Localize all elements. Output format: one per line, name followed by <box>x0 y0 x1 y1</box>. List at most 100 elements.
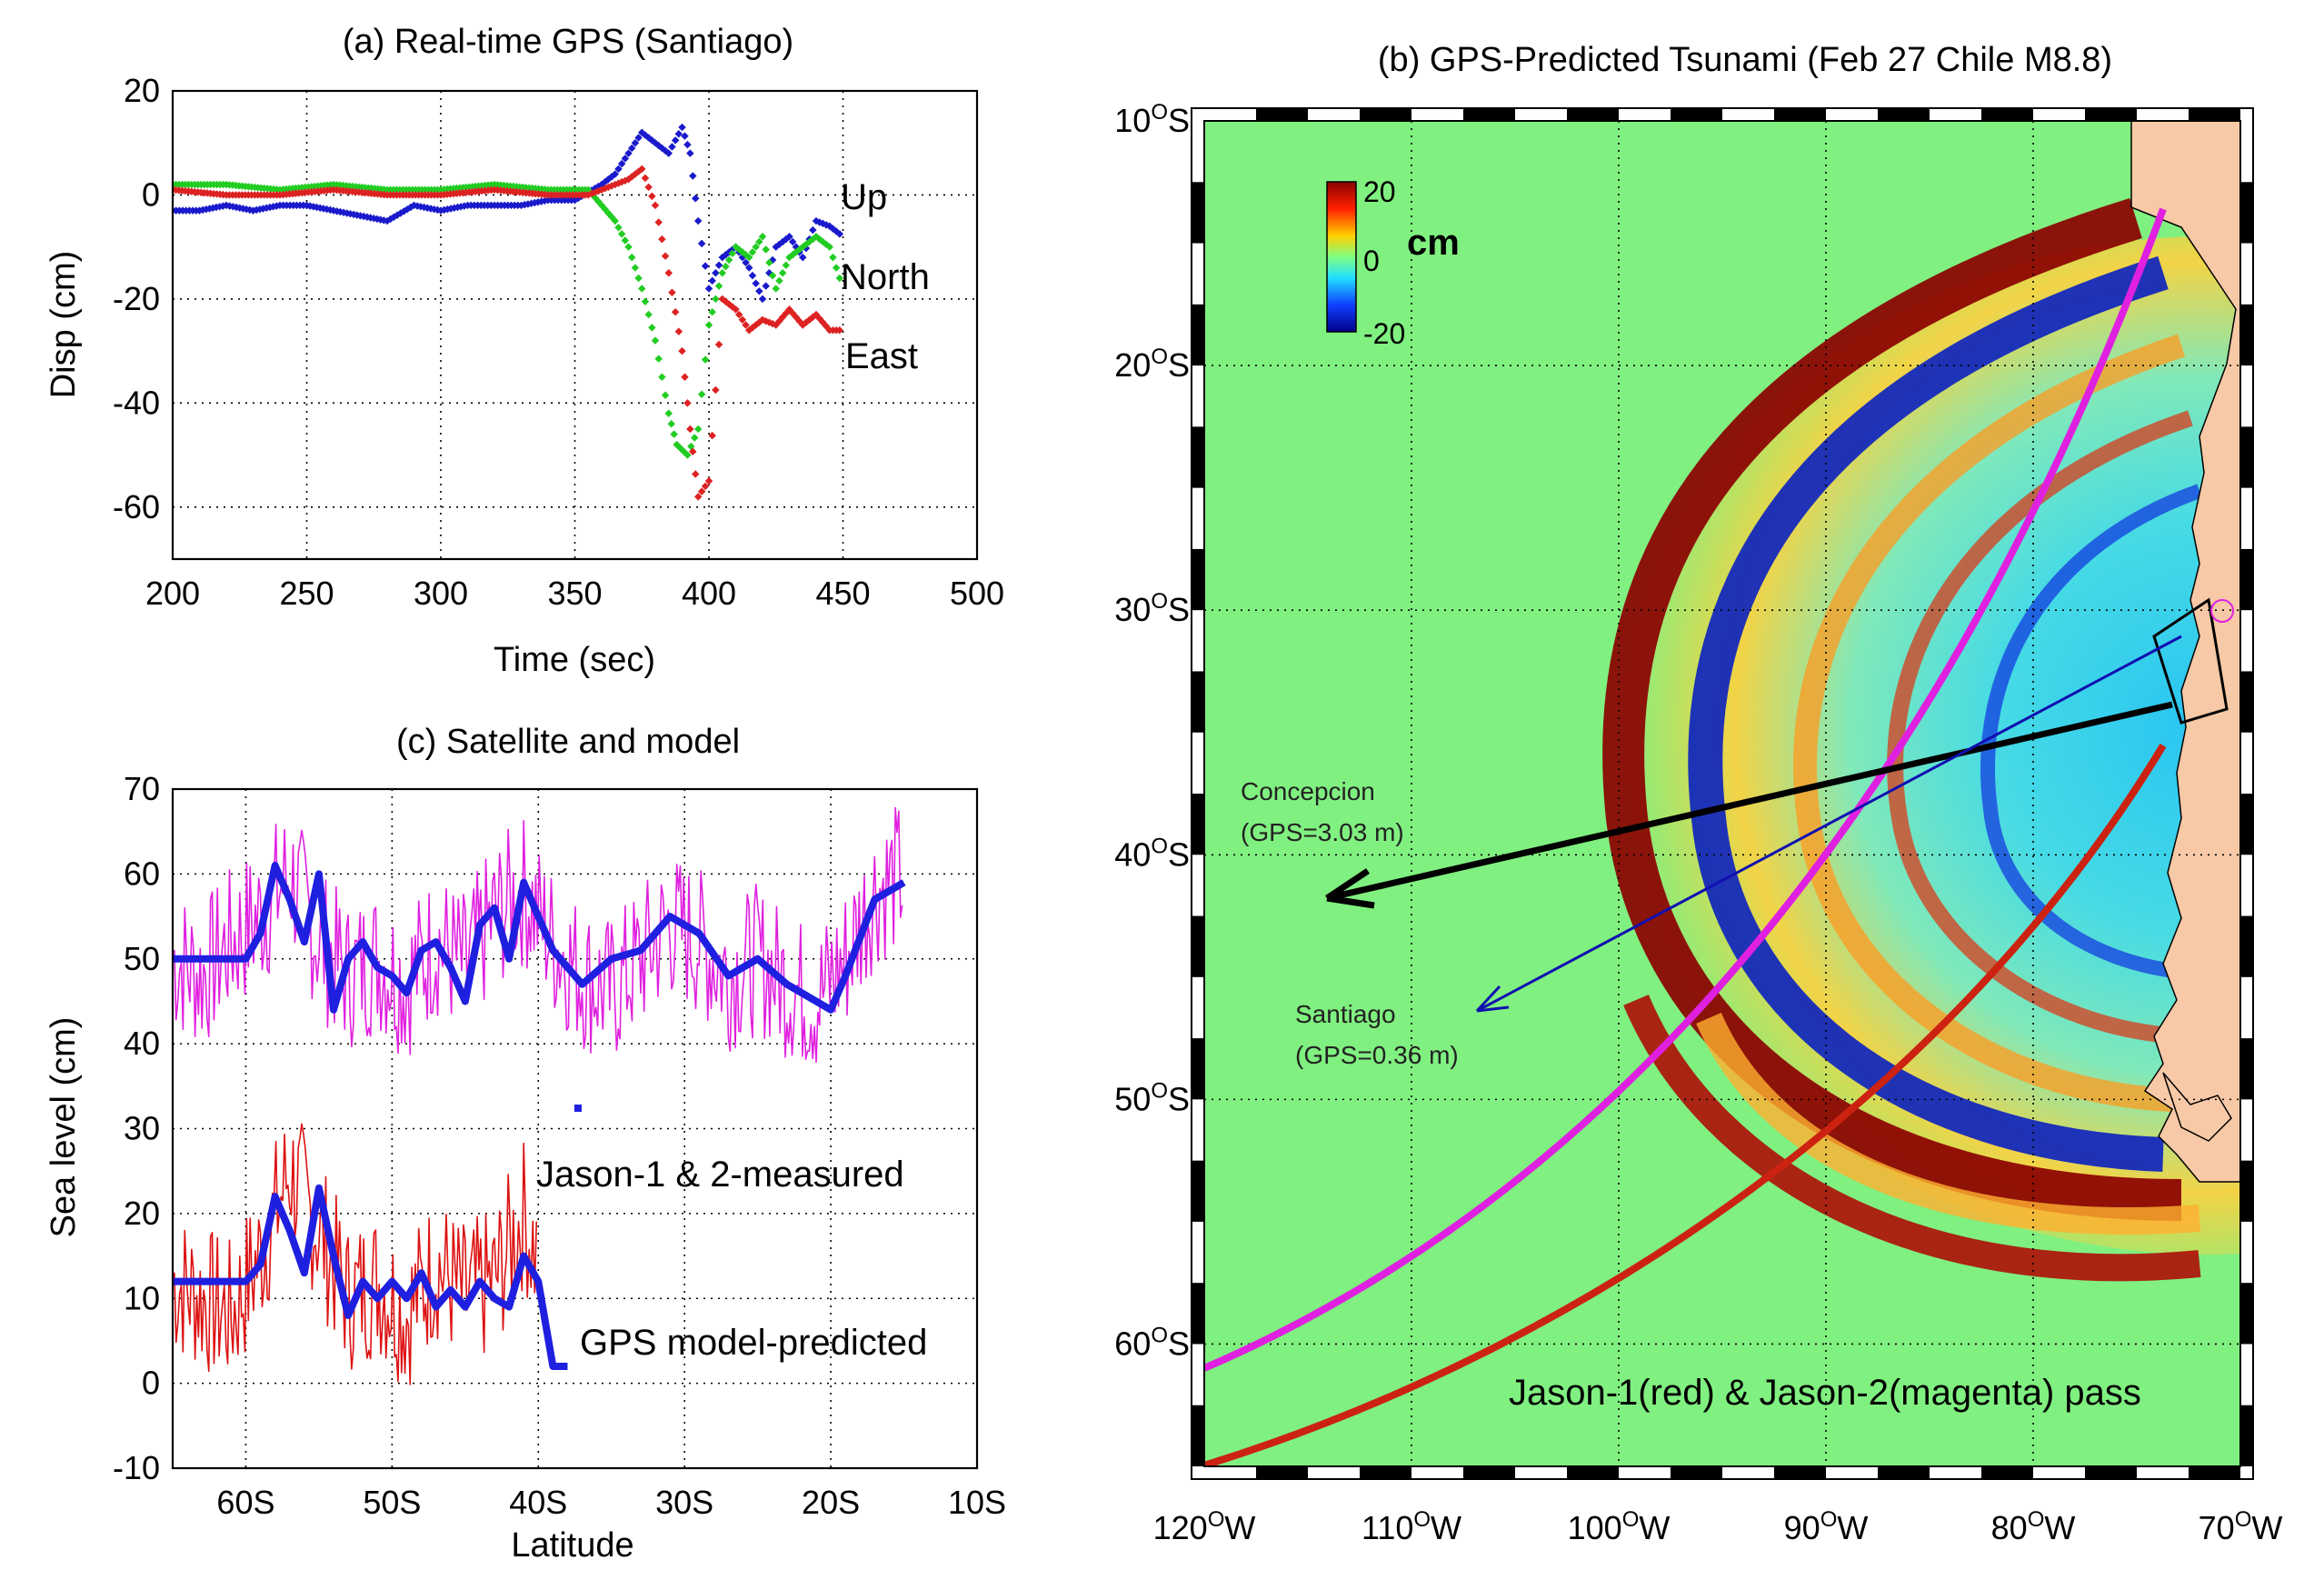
data-point <box>728 249 737 258</box>
data-point <box>644 310 653 319</box>
legend-north: North <box>841 257 930 297</box>
data-point <box>758 232 767 241</box>
map-y-tick-label: 60OS <box>1114 1323 1190 1362</box>
panel-a-yticks: 20 0 -20 -40 -60 <box>113 72 160 525</box>
data-point <box>742 321 750 329</box>
data-point <box>661 252 670 260</box>
data-point <box>745 264 753 272</box>
border-segment <box>2085 108 2137 121</box>
data-point <box>683 140 692 149</box>
wave-ring-3 <box>1980 484 2202 980</box>
data-point <box>788 237 797 246</box>
data-point <box>658 235 666 244</box>
data-point <box>697 390 706 399</box>
data-point <box>775 276 783 285</box>
data-point <box>634 274 643 283</box>
border-segment <box>1192 182 1204 244</box>
data-point <box>782 261 791 269</box>
y-tick-label: -60 <box>113 488 160 525</box>
series-line-2 <box>173 1123 538 1385</box>
data-point <box>738 315 747 325</box>
border-segment <box>2189 108 2240 121</box>
border-segment <box>1878 1466 1930 1479</box>
data-point <box>712 295 720 304</box>
data-point <box>692 470 700 478</box>
border-segment <box>2085 1466 2137 1479</box>
data-point <box>683 399 692 407</box>
panel-c: (c) Satellite and model 60S 50S 40S 30S 20S 1… <box>45 723 1006 1565</box>
map-x-tick-label: 100OW <box>1568 1507 1671 1546</box>
map-x-tick-label: 70OW <box>2199 1507 2283 1546</box>
border-segment <box>1774 108 1826 121</box>
y-tick-label: 60 <box>124 855 160 892</box>
data-point <box>748 248 757 256</box>
colorbar-max: 20 <box>1363 175 1396 208</box>
map-y-tick-label: 40OS <box>1114 834 1190 873</box>
border-segment <box>1192 304 1204 366</box>
jason-2-track <box>1204 207 2167 1372</box>
border-segment <box>1981 108 2033 121</box>
data-point <box>697 487 706 495</box>
map-grid <box>1204 120 2240 1466</box>
data-point <box>758 295 767 304</box>
border-segment <box>1192 1405 1204 1466</box>
data-point <box>683 451 692 459</box>
data-point <box>697 239 706 248</box>
data-point <box>693 493 703 501</box>
x-tick-label: 500 <box>950 575 1004 612</box>
data-point <box>641 297 650 305</box>
border-segment <box>1774 1466 1826 1479</box>
panel-a-series <box>173 123 844 501</box>
fault-marker <box>2210 599 2234 623</box>
border-segment <box>2240 182 2253 244</box>
y-tick-label: -20 <box>113 280 160 317</box>
data-point <box>701 355 710 364</box>
annotation-measured: Jason-1 & 2-measured <box>536 1155 904 1195</box>
data-point <box>681 132 689 140</box>
wave-ring-1 <box>1793 334 2186 1112</box>
map-x-tick-label: 90OW <box>1784 1507 1869 1546</box>
border-segment <box>2240 1038 2253 1100</box>
x-tick-label: 300 <box>414 575 468 612</box>
map-y-tick-label: 20OS <box>1114 345 1190 384</box>
y-tick-label: 70 <box>124 770 160 807</box>
data-point <box>692 195 700 203</box>
data-point <box>704 476 713 485</box>
x-tick-label: 30S <box>655 1484 713 1521</box>
colorbar-label: cm <box>1407 223 1460 263</box>
y-tick-label: 40 <box>124 1025 160 1062</box>
border-segment <box>1192 794 1204 855</box>
x-tick-label: 400 <box>682 575 736 612</box>
data-point <box>765 258 773 267</box>
data-point <box>678 346 686 355</box>
data-point <box>627 253 636 262</box>
legend-east: East <box>845 336 918 376</box>
x-tick-label: 50S <box>363 1484 421 1521</box>
border-segment <box>1256 108 1308 121</box>
border-segment <box>1192 1160 1204 1222</box>
map-y-tick-label: 10OS <box>1114 100 1190 139</box>
data-point <box>621 236 630 245</box>
data-point <box>832 264 841 272</box>
data-point <box>718 269 726 277</box>
fault-box <box>2152 597 2229 725</box>
data-point <box>708 276 716 285</box>
data-point <box>778 269 787 277</box>
wave-ring-2 <box>1887 410 2193 1045</box>
data-point <box>641 174 650 183</box>
data-point <box>724 255 733 265</box>
colorbar-min: -20 <box>1363 317 1405 350</box>
panel-a-frame <box>171 89 979 561</box>
data-point <box>722 262 730 271</box>
x-tick-label: 60S <box>216 1484 274 1521</box>
data-point <box>714 340 723 349</box>
border-segment <box>2189 1466 2240 1479</box>
data-point <box>651 201 660 210</box>
panel-a-title: (a) Real-time GPS (Santiago) <box>343 23 793 61</box>
wave-trough <box>1688 255 2169 1172</box>
data-point <box>745 253 753 262</box>
data-point <box>614 223 623 232</box>
panel-c-yticks: 70 60 50 40 30 20 10 0 -10 <box>113 770 160 1486</box>
data-point <box>708 307 716 316</box>
